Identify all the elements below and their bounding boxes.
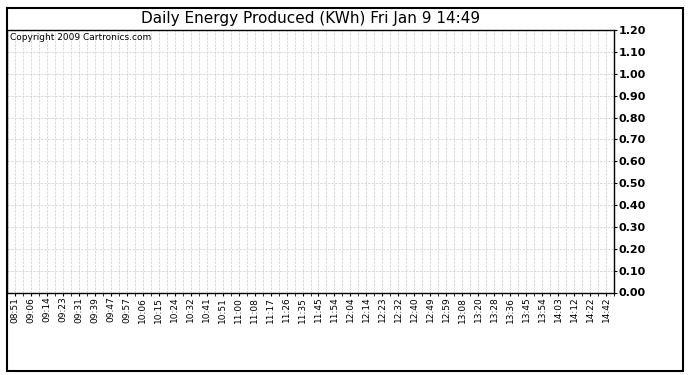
- Text: Daily Energy Produced (KWh) Fri Jan 9 14:49: Daily Energy Produced (KWh) Fri Jan 9 14…: [141, 11, 480, 26]
- Text: Copyright 2009 Cartronics.com: Copyright 2009 Cartronics.com: [10, 33, 151, 42]
